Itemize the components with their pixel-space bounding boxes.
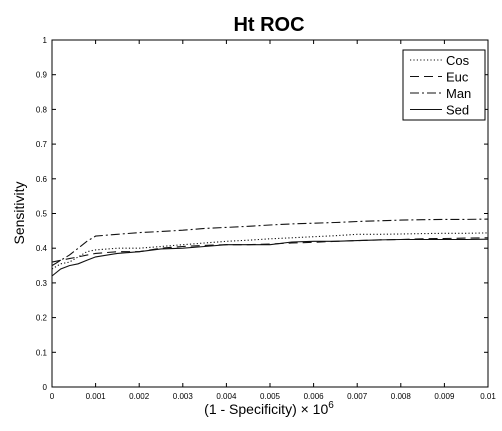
y-tick-label: 0.3 [36, 279, 48, 288]
y-tick-label: 0.8 [36, 105, 48, 114]
legend-label-man: Man [446, 86, 471, 101]
y-tick-label: 0.4 [36, 244, 48, 253]
legend-label-euc: Euc [446, 70, 469, 85]
x-tick-label: 0.008 [391, 392, 412, 401]
legend-label-cos: Cos [446, 53, 470, 68]
legend-label-sed: Sed [446, 103, 469, 118]
x-tick-label: 0.007 [347, 392, 368, 401]
x-tick-label: 0.005 [260, 392, 281, 401]
y-tick-label: 0.1 [36, 348, 48, 357]
y-tick-label: 0.9 [36, 71, 48, 80]
y-tick-label: 0 [43, 383, 48, 392]
y-tick-label: 0.2 [36, 314, 48, 323]
series-line-cos [51, 232, 489, 270]
chart-title: Ht ROC [233, 14, 304, 36]
x-tick-label: 0.003 [173, 392, 194, 401]
series-line-sed [51, 238, 489, 277]
x-tick-label: 0.006 [304, 392, 325, 401]
series-line-euc [51, 237, 489, 263]
legend-box [402, 49, 486, 121]
y-tick-label: 0.5 [36, 210, 48, 219]
x-tick-label: 0.009 [434, 392, 455, 401]
y-tick-label: 0.6 [36, 175, 48, 184]
plot-layer: 0 0.001 0.002 0.003 0.004 0.005 0.006 0.007 0.00… [36, 36, 496, 401]
x-axis-label-text: (1 - Specificity) × 10 [204, 401, 328, 417]
y-tick-label: 0.7 [36, 140, 48, 149]
x-tick-label: 0 [50, 392, 55, 401]
x-axis-label: (1 - Specificity) × 106 [204, 400, 334, 417]
x-tick-label: 0.002 [129, 392, 150, 401]
x-axis-label-exponent: 6 [328, 400, 334, 411]
series-line-man [51, 218, 489, 267]
x-tick-label: 0.001 [86, 392, 107, 401]
y-axis-label: Sensitivity [11, 181, 27, 244]
y-tick-label: 1 [43, 36, 48, 45]
x-tick-label: 0.01 [480, 392, 496, 401]
x-tick-label: 0.004 [216, 392, 237, 401]
